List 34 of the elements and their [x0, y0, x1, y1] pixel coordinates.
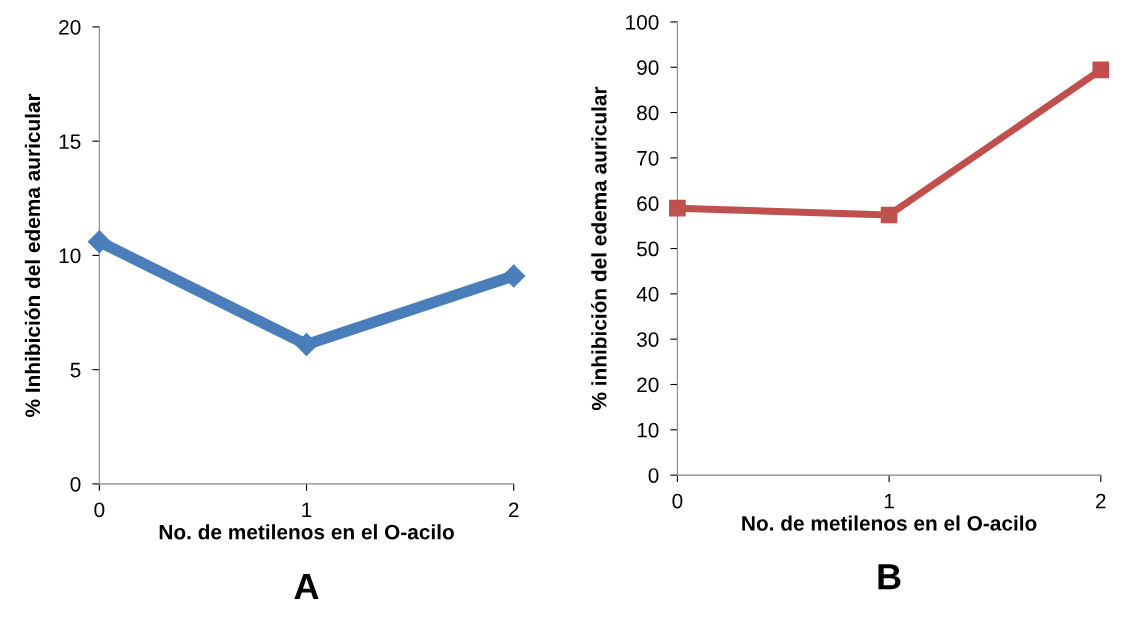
y-tick-label: 10: [637, 422, 659, 438]
text: B: [878, 564, 901, 590]
y-tick-label: 0: [70, 476, 81, 492]
point: [1092, 61, 1110, 79]
x-tick-label: 2: [508, 502, 519, 518]
y-tick-label: 70: [637, 150, 659, 166]
x-axis-title: No. de metilenos en el O-acilo: [159, 524, 454, 540]
point: [87, 230, 111, 254]
x-axis-title: No. de metilenos en el O-acilo: [742, 515, 1037, 531]
x-tick-label: 1: [884, 493, 894, 509]
point: [880, 206, 898, 224]
y-tick-label: 15: [59, 134, 81, 149]
x-tick-label: 0: [94, 502, 105, 518]
point: [502, 264, 526, 288]
y-axis-title: % inhibición del edema auricular: [591, 86, 607, 411]
point: [669, 199, 686, 217]
y-tick-label: 30: [636, 332, 659, 347]
y-tick-label: 80: [637, 105, 659, 121]
y-axis-title: % Inhibición del edema auricular: [24, 93, 41, 417]
y-tick-label: 40: [636, 286, 659, 302]
y-tick-label: 60: [637, 196, 659, 211]
point: [295, 333, 319, 357]
y-tick-label: 0: [648, 468, 659, 483]
y-tick-label: 5: [70, 362, 81, 378]
y-tick-label: 20: [59, 19, 81, 35]
x-tick-label: 0: [672, 493, 683, 509]
y-tick-label: 90: [637, 60, 659, 75]
x-tick-label: 2: [1096, 493, 1106, 509]
x-tick-label: 1: [302, 502, 312, 518]
y-tick-label: 50: [637, 241, 659, 257]
y-tick-label: 100: [626, 14, 659, 30]
y-tick-label: 20: [637, 377, 659, 393]
y-tick-label: 10: [59, 248, 81, 264]
text: A: [294, 574, 319, 599]
